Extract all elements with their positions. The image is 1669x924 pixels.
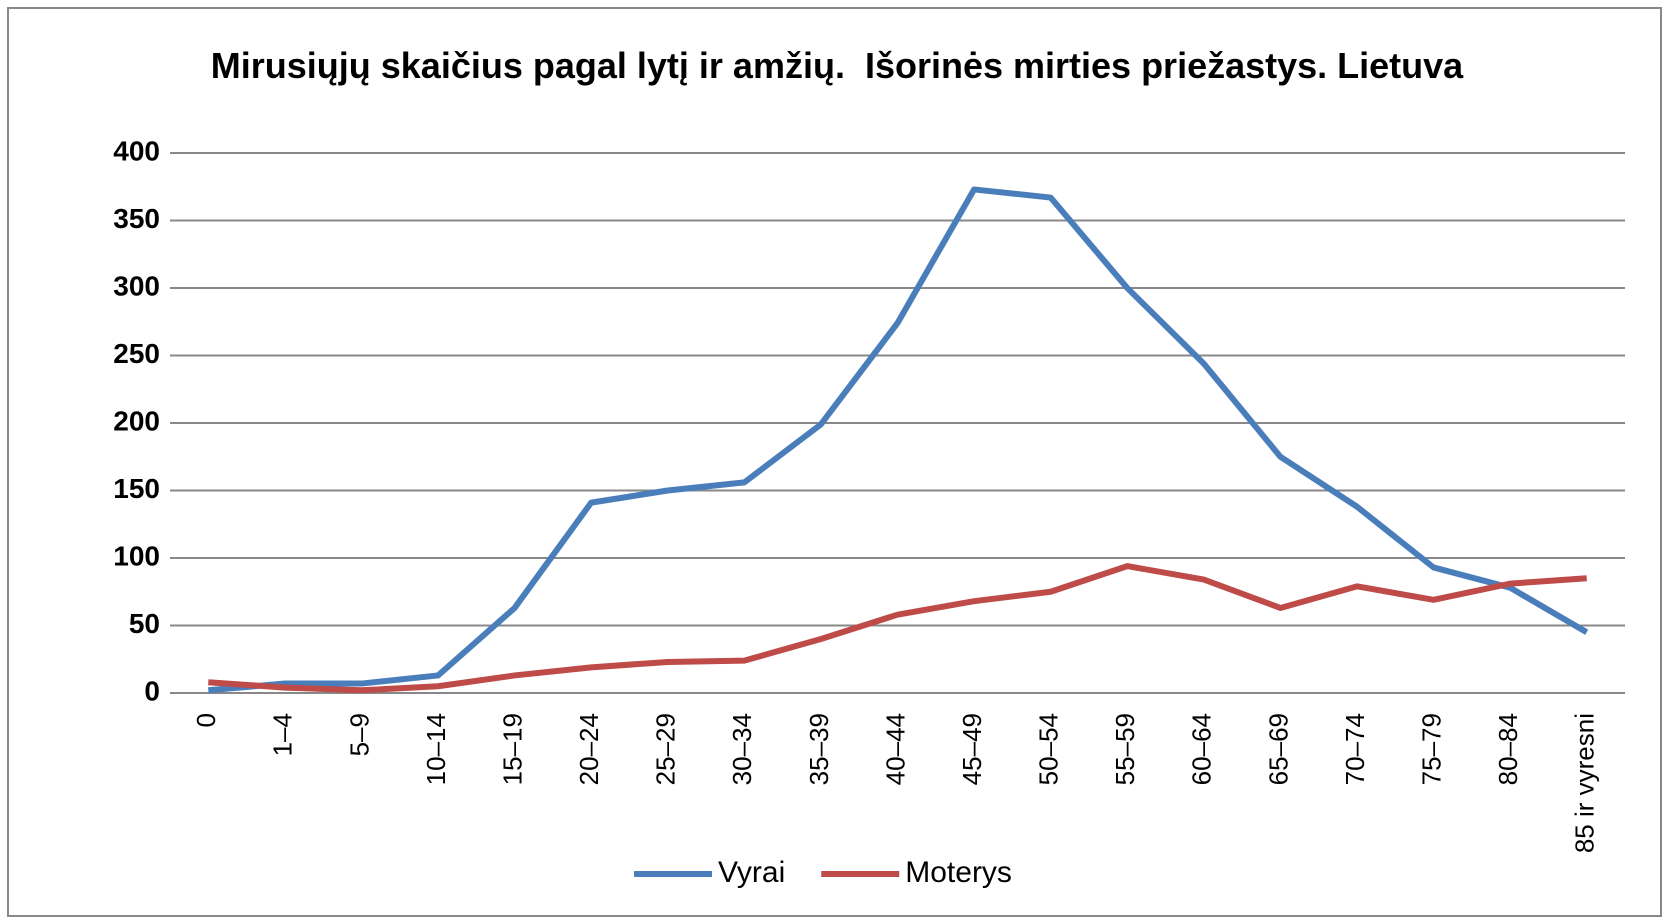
legend-label: Vyrai [718, 856, 785, 889]
x-tick-label: 65–69 [1263, 713, 1293, 785]
x-tick-label: 40–44 [880, 713, 910, 785]
x-tick-label: 50–54 [1034, 713, 1064, 785]
x-tick-label: 15–19 [497, 713, 527, 785]
x-tick-label: 5–9 [344, 713, 374, 756]
y-tick-label: 200 [113, 405, 160, 436]
y-tick-label: 400 [113, 135, 160, 166]
y-tick-label: 350 [113, 203, 160, 234]
legend-label: Moterys [905, 856, 1012, 889]
y-tick-label: 0 [144, 675, 160, 706]
x-tick-label: 20–24 [574, 713, 604, 785]
x-tick-label: 30–34 [727, 713, 757, 785]
y-tick-label: 250 [113, 338, 160, 369]
x-tick-label: 60–64 [1187, 713, 1217, 785]
x-tick-label: 35–39 [804, 713, 834, 785]
y-tick-label: 150 [113, 473, 160, 504]
y-tick-label: 100 [113, 540, 160, 571]
y-tick-label: 300 [113, 270, 160, 301]
chart-border [7, 7, 1662, 917]
x-tick-label: 75–79 [1416, 713, 1446, 785]
x-tick-label: 25–29 [651, 713, 681, 785]
x-tick-label: 0 [191, 713, 221, 727]
x-tick-label: 45–49 [957, 713, 987, 785]
x-tick-label: 10–14 [421, 713, 451, 785]
x-tick-label: 55–59 [1110, 713, 1140, 785]
x-tick-label: 80–84 [1493, 713, 1523, 785]
x-tick-label: 1–4 [268, 713, 298, 756]
y-tick-label: 50 [129, 608, 160, 639]
line-series [208, 186, 1589, 694]
chart-title: Mirusiųjų skaičius pagal lytį ir amžių. … [210, 45, 1464, 86]
x-tick-label: 70–74 [1340, 713, 1370, 785]
line-series [208, 563, 1587, 694]
x-tick-label: 85 ir vyresni [1570, 713, 1600, 853]
